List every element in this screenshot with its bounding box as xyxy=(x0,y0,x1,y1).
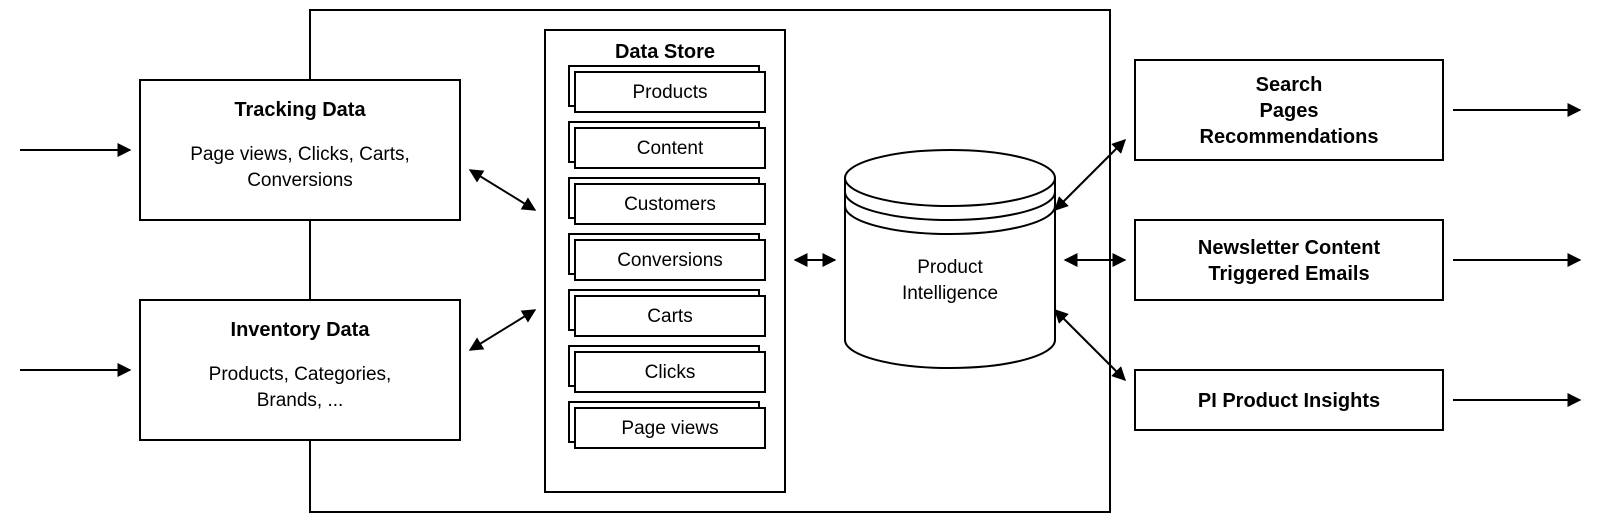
output-box-newsletter: Newsletter Content Triggered Emails xyxy=(1135,220,1443,300)
data-store-item-label: Clicks xyxy=(645,362,696,383)
data-store-item-label: Conversions xyxy=(617,250,723,271)
cylinder-label-line: Product xyxy=(917,257,983,278)
cylinder-product-intelligence: Product Intelligence xyxy=(845,150,1055,368)
data-store-item-label: Carts xyxy=(647,306,692,327)
output-box-search-line: Recommendations xyxy=(1200,126,1379,148)
output-box-insights-line: PI Product Insights xyxy=(1198,390,1380,412)
input-box-inventory-body-line: Products, Categories, xyxy=(209,364,392,385)
arrow-cylinder-to-output xyxy=(1055,310,1125,380)
input-box-tracking: Tracking Data Page views, Clicks, Carts, C… xyxy=(140,80,460,220)
output-box-search-line: Search xyxy=(1256,74,1323,96)
input-box-tracking-title: Tracking Data xyxy=(234,99,366,121)
input-box-inventory-body-line: Brands, ... xyxy=(257,390,344,411)
arrow-cylinder-to-output xyxy=(1055,140,1125,210)
arrow-input-to-store xyxy=(470,170,535,210)
data-store-item-label: Page views xyxy=(621,418,718,439)
output-box-newsletter-line: Triggered Emails xyxy=(1208,263,1369,285)
output-box-search: Search Pages Recommendations xyxy=(1135,60,1443,160)
input-box-tracking-body-line: Conversions xyxy=(247,170,353,191)
data-store-item-label: Customers xyxy=(624,194,716,215)
output-box-search-line: Pages xyxy=(1260,100,1319,122)
input-box-inventory-title: Inventory Data xyxy=(231,319,371,341)
input-box-tracking-body-line: Page views, Clicks, Carts, xyxy=(190,144,410,165)
output-box-insights: PI Product Insights xyxy=(1135,370,1443,430)
data-store-title: Data Store xyxy=(615,41,715,63)
input-box-inventory: Inventory Data Products, Categories, Brand… xyxy=(140,300,460,440)
data-store-item-label: Products xyxy=(633,82,708,103)
cylinder-label-line: Intelligence xyxy=(902,283,998,304)
data-store-item-label: Content xyxy=(637,138,704,159)
output-box-newsletter-line: Newsletter Content xyxy=(1198,237,1381,259)
arrow-input-to-store xyxy=(470,310,535,350)
data-store: Data Store Products Content Customers Conver… xyxy=(545,30,785,492)
